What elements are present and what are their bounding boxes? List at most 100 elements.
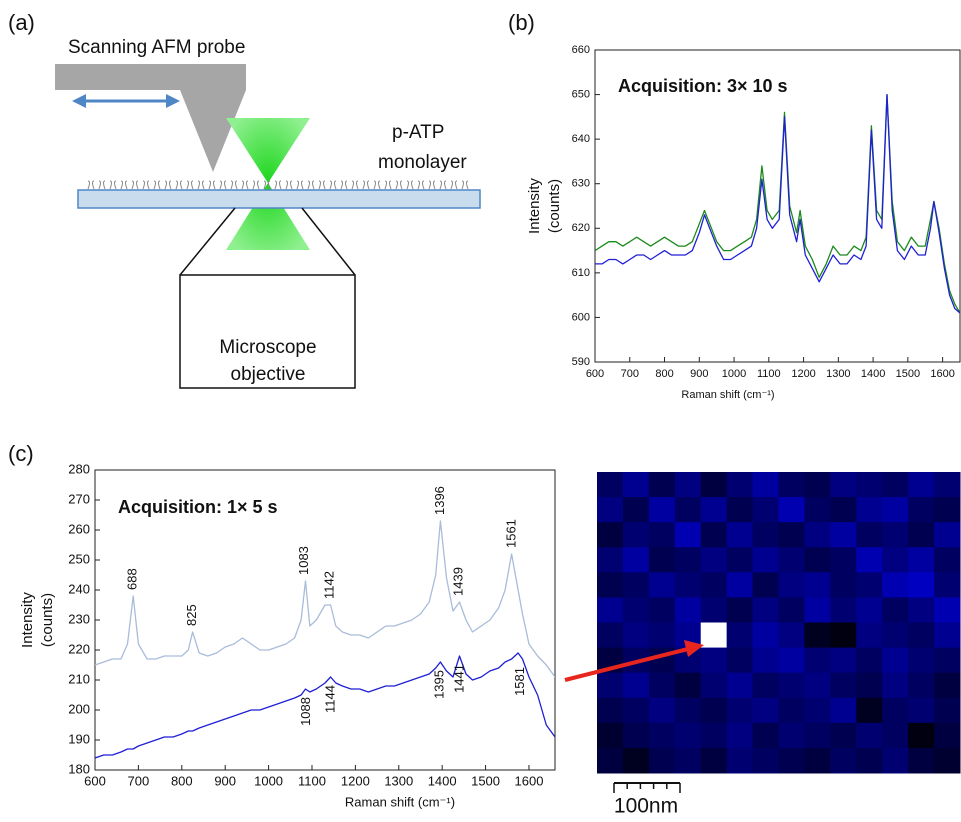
- heatmap-cell: [597, 672, 624, 699]
- heatmap-cell: [804, 522, 831, 548]
- objective-body: [179, 274, 356, 389]
- heatmap-cell: [622, 497, 650, 523]
- heatmap-cell: [597, 472, 624, 498]
- heatmap-cell: [726, 572, 754, 598]
- sample-label: p-ATP: [392, 122, 444, 143]
- heatmap-cell: [752, 697, 779, 724]
- spectrum-line: [595, 93, 960, 314]
- heatmap-cell: [726, 722, 754, 749]
- peak-label: 1441: [451, 664, 466, 693]
- heatmap-cell: [726, 647, 754, 674]
- heatmap-cell: [648, 497, 676, 523]
- heatmap-cell: [726, 697, 754, 724]
- arrow-head: [166, 94, 180, 108]
- heatmap-cell: [752, 747, 779, 774]
- x-tick-label: 1400: [428, 773, 457, 788]
- heatmap-cell: [778, 597, 805, 623]
- x-tick-label: 1100: [298, 773, 326, 788]
- y-tick-label: 620: [572, 222, 590, 234]
- heatmap-cell: [752, 547, 779, 573]
- heatmap-cell: [830, 472, 857, 498]
- heatmap-cell: [830, 597, 857, 623]
- objective-edge: [179, 207, 236, 276]
- peak-label: 688: [125, 568, 140, 590]
- heatmap-cell: [908, 522, 935, 548]
- peak-label: 1439: [451, 567, 466, 596]
- heatmap-cell: [674, 672, 702, 699]
- heatmap-cell: [778, 697, 805, 724]
- heatmap-cell: [726, 622, 754, 649]
- heatmap-cell: [752, 597, 779, 623]
- heatmap-cell: [597, 722, 624, 749]
- heatmap-cell: [648, 722, 676, 749]
- heatmap-cell: [778, 547, 805, 573]
- y-tick-label: 280: [68, 461, 90, 476]
- x-tick-label: 1200: [341, 773, 370, 788]
- panel-label: (a): [8, 10, 35, 35]
- heatmap-cell: [648, 697, 676, 724]
- heatmap-cell: [752, 572, 779, 598]
- heatmap-cell: [934, 622, 961, 649]
- heatmap-cell: [804, 497, 831, 523]
- heatmap-cell: [804, 572, 831, 598]
- x-tick-label: 1400: [861, 368, 885, 380]
- heatmap-cell: [726, 747, 754, 774]
- heatmap-cell: [830, 497, 857, 523]
- heatmap-cell: [934, 597, 961, 623]
- heatmap-cell: [830, 672, 857, 699]
- heatmap-cell: [882, 597, 909, 623]
- heatmap-cell: [908, 497, 935, 523]
- peak-label: 1088: [298, 697, 313, 726]
- arrow-head: [72, 94, 86, 108]
- y-axis-label: (counts): [546, 179, 563, 233]
- heatmap-cell: [856, 547, 883, 573]
- heatmap-cell: [726, 497, 754, 523]
- heatmap-cell: [700, 747, 728, 774]
- plot-frame: [594, 49, 961, 363]
- y-axis-label: Intensity: [526, 178, 543, 234]
- y-tick-label: 190: [68, 731, 90, 746]
- heatmap-cell: [856, 697, 883, 724]
- heatmap-cell: [778, 497, 805, 523]
- heatmap-cell: [908, 572, 935, 598]
- panel-label: (b): [508, 10, 535, 35]
- heatmap-cell: [856, 522, 883, 548]
- heatmap-cell: [830, 572, 857, 598]
- heatmap-cell: [882, 522, 909, 548]
- heatmap-cell: [908, 697, 935, 724]
- heatmap-cell: [648, 597, 676, 623]
- heatmap-cell: [622, 697, 650, 724]
- x-tick-label: 1200: [791, 368, 815, 380]
- peak-label: 825: [184, 604, 199, 626]
- x-tick-label: 700: [128, 773, 150, 788]
- y-tick-label: 640: [572, 133, 590, 145]
- y-tick-label: 660: [572, 44, 590, 56]
- heatmap-cell: [726, 522, 754, 548]
- x-tick-label: 1500: [896, 368, 920, 380]
- heatmap-cell: [674, 547, 702, 573]
- heatmap-cell: [830, 522, 857, 548]
- heatmap-cell: [648, 622, 676, 649]
- heatmap-cell: [622, 547, 650, 573]
- peak-label: 1142: [322, 571, 337, 599]
- x-tick-label: 1500: [471, 773, 500, 788]
- heatmap-cell: [726, 672, 754, 699]
- heatmap-cell: [700, 522, 728, 548]
- annotation: Acquisition: 1× 5 s: [118, 497, 278, 517]
- probe-label: Scanning AFM probe: [68, 37, 245, 58]
- heatmap-cell: [882, 472, 909, 498]
- heatmap-cell: [648, 672, 676, 699]
- heatmap-cell: [882, 547, 909, 573]
- x-tick-label: 800: [171, 773, 193, 788]
- heatmap-cell: [830, 622, 857, 649]
- heatmap-cell: [700, 547, 728, 573]
- x-tick-label: 600: [84, 773, 106, 788]
- x-tick-label: 1600: [515, 773, 544, 788]
- heatmap-cell: [856, 647, 883, 674]
- heatmap-cell: [830, 547, 857, 573]
- heatmap-cell: [597, 747, 624, 774]
- heatmap-cell: [882, 747, 909, 774]
- x-tick-label: 1300: [826, 368, 850, 380]
- heatmap-cell: [804, 647, 831, 674]
